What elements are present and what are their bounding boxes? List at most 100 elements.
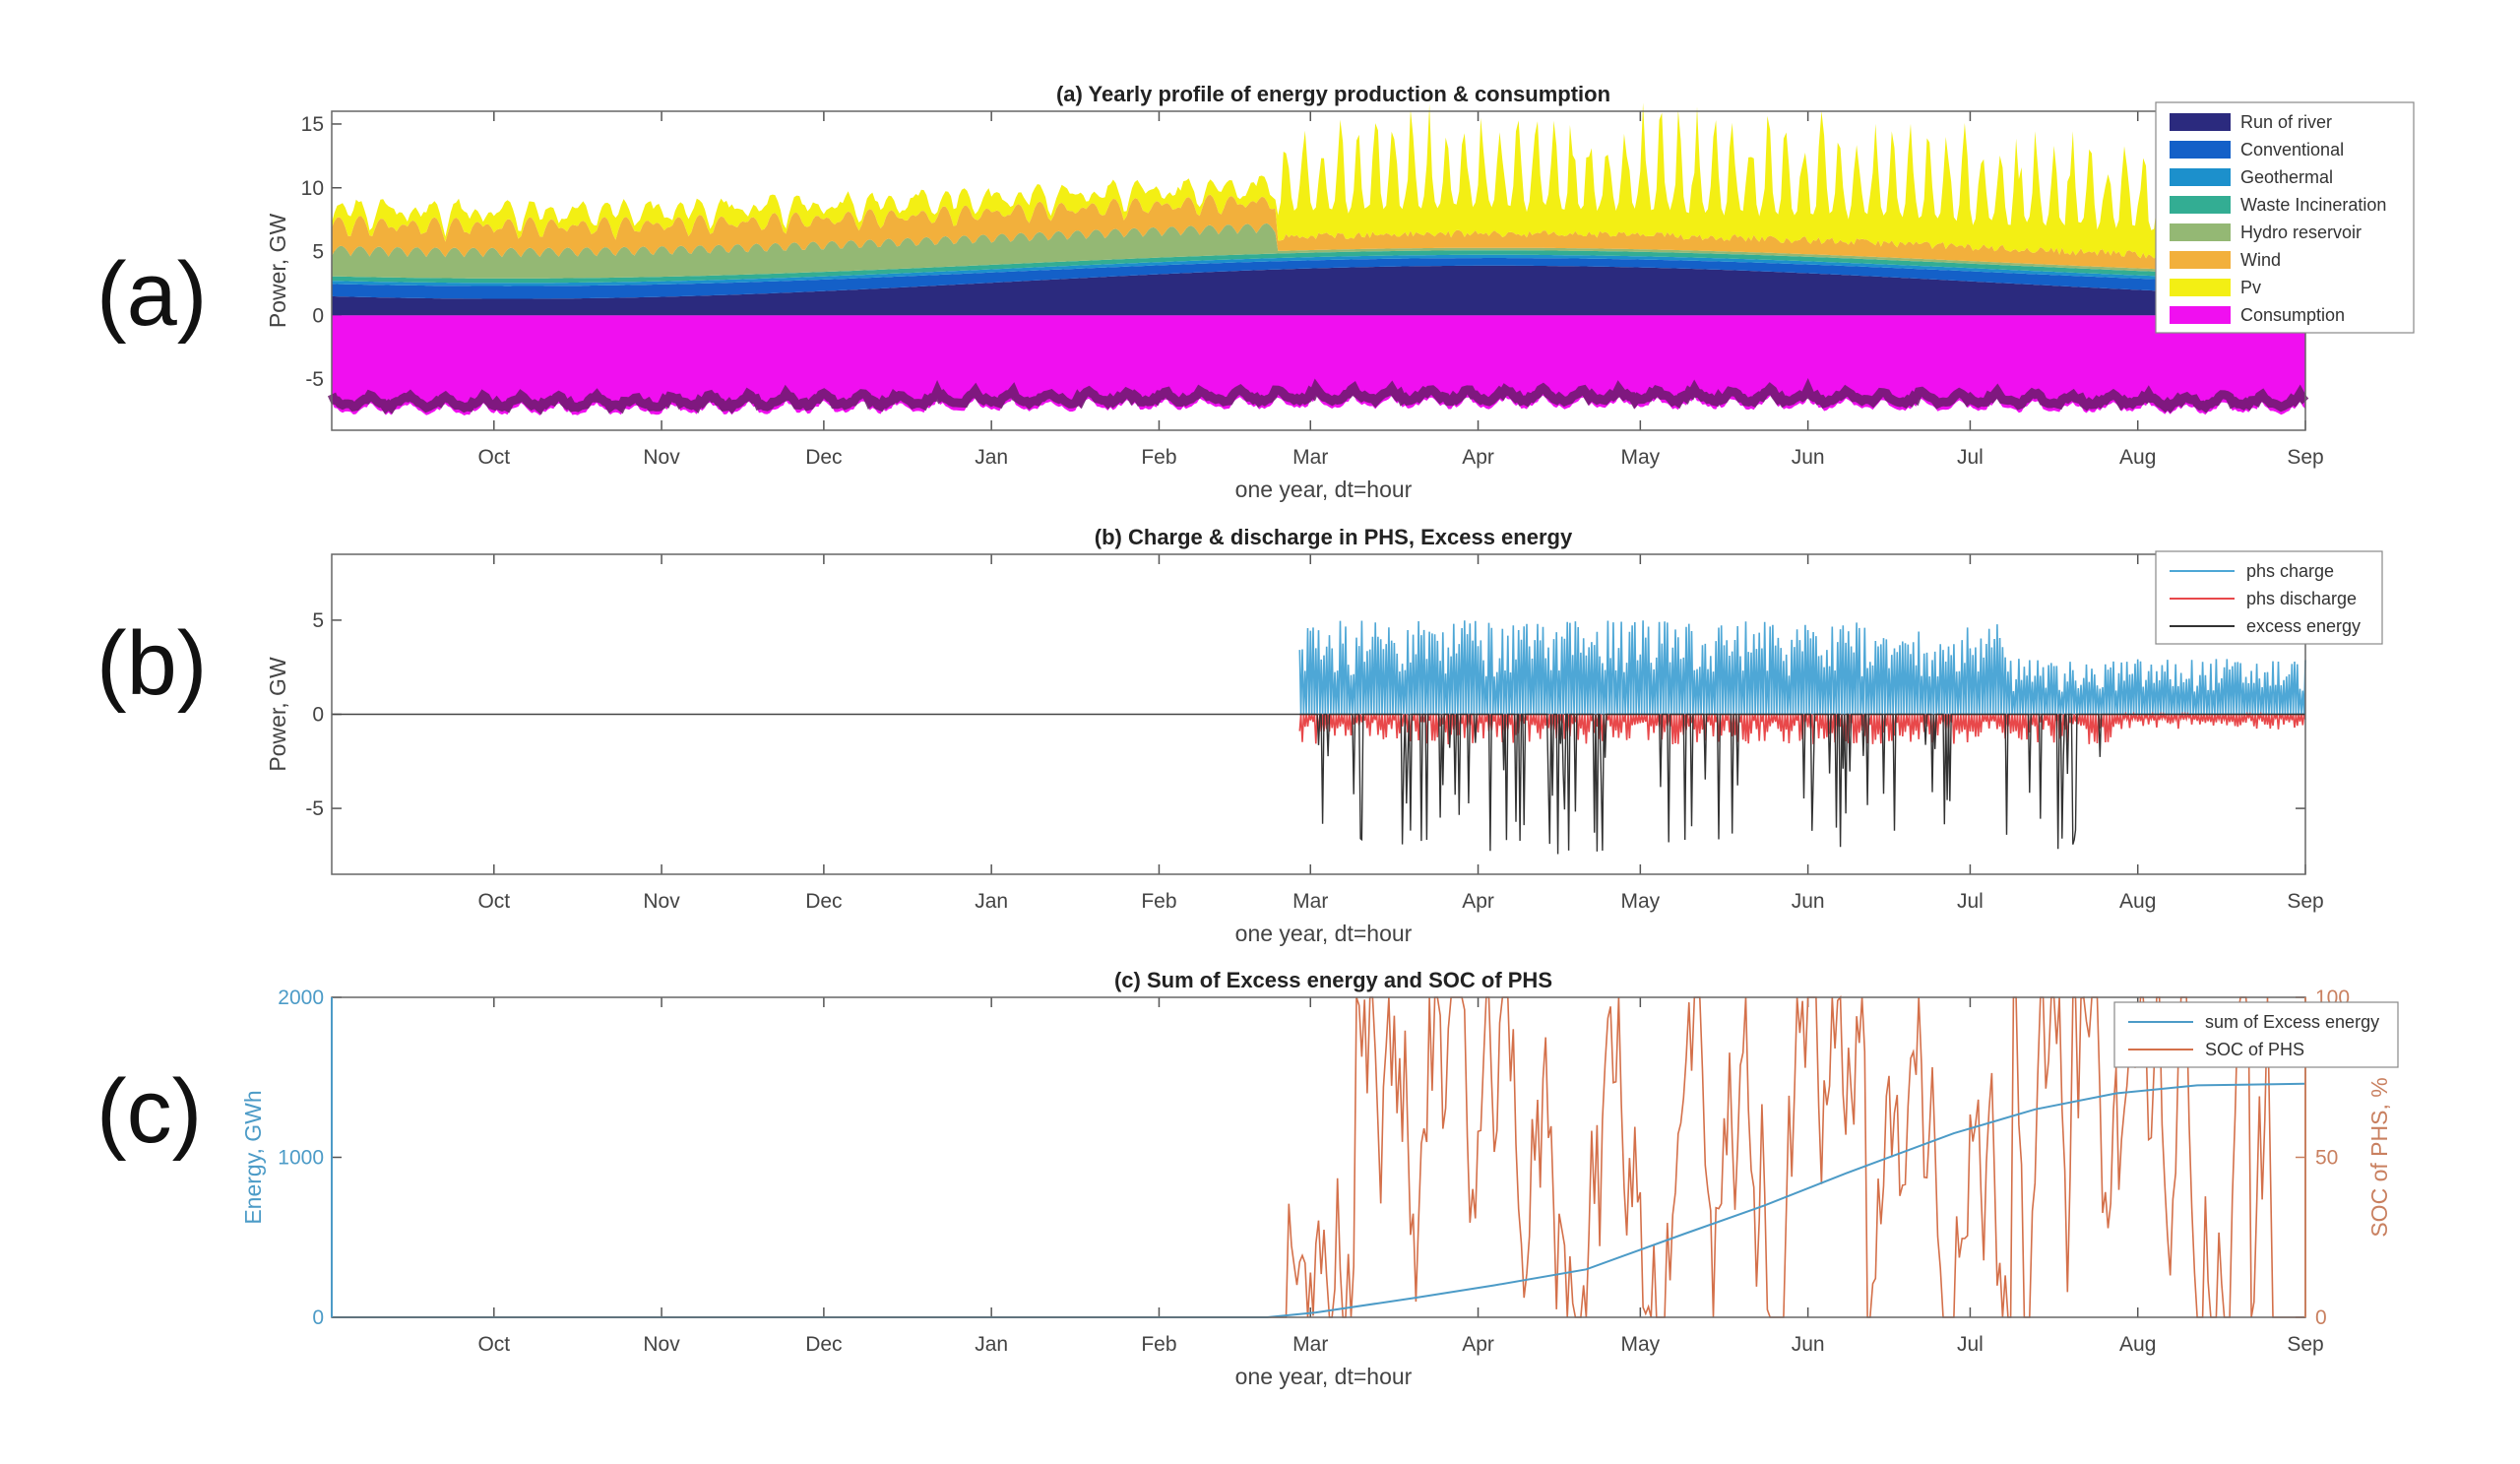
chart-title: (c) Sum of Excess energy and SOC of PHS (1114, 968, 1552, 992)
legend-swatch (2170, 306, 2231, 324)
legend-label: Consumption (2240, 305, 2345, 325)
y-axis-label: Energy, GWh (240, 1090, 266, 1224)
plot-border (331, 553, 2306, 875)
x-tick-label: Jun (1792, 890, 1825, 913)
legend-label: phs charge (2246, 561, 2334, 581)
y-right-tick-label: 50 (2315, 1147, 2338, 1170)
area-run-of-river (332, 265, 2305, 316)
x-tick-label: Oct (477, 890, 510, 913)
x-tick-label: Dec (805, 1333, 842, 1356)
x-tick-label: Dec (805, 446, 842, 469)
x-tick-label: Oct (477, 446, 510, 469)
legend-box (2155, 101, 2415, 334)
x-axis-label: one year, dt=hour (1235, 1364, 1413, 1389)
y-tick-label: 15 (301, 113, 324, 136)
x-tick-label: Feb (1141, 890, 1176, 913)
x-tick-label: Sep (2287, 1333, 2323, 1356)
legend: Run of river Conventional Geothermal Waste … (2155, 101, 2415, 334)
series-excess-energy (1299, 713, 2305, 855)
x-tick-label: Dec (805, 890, 842, 913)
x-tick-label: Sep (2287, 890, 2323, 913)
legend-label: Pv (2240, 278, 2261, 297)
legend-swatch (2170, 196, 2231, 214)
y-tick-label: 0 (312, 704, 324, 727)
plot-area (332, 997, 2305, 1317)
panel-label: (b) (96, 613, 207, 714)
x-tick-label: Aug (2119, 890, 2156, 913)
y-tick-label: 5 (312, 609, 324, 632)
legend-box (2113, 1001, 2399, 1068)
legend-label: Waste Incineration (2240, 195, 2386, 215)
x-tick-label: Feb (1141, 1333, 1176, 1356)
y-tick-label: -5 (305, 368, 324, 391)
y-tick-label: 0 (312, 1306, 324, 1329)
legend-label: phs discharge (2246, 589, 2357, 608)
series-sum-of-excess-energy (332, 1082, 2306, 1318)
x-tick-label: Aug (2119, 1333, 2156, 1356)
series-phs-charge (1298, 620, 2306, 715)
x-tick-label: Apr (1462, 446, 1494, 469)
legend: sum of Excess energy SOC of PHS (2113, 1001, 2399, 1068)
legend-label: Run of river (2240, 112, 2332, 132)
area-series (327, 102, 2309, 416)
x-tick-label: Apr (1462, 1333, 1494, 1356)
x-axis-label: one year, dt=hour (1235, 477, 1413, 502)
y-right-tick-label: 0 (2315, 1306, 2327, 1329)
x-tick-label: May (1620, 1333, 1660, 1356)
x-tick-label: May (1620, 446, 1660, 469)
x-tick-label: Jan (975, 890, 1008, 913)
y-right-axis-label: SOC of PHS, % (2366, 1077, 2392, 1237)
panel-label: (a) (96, 244, 207, 345)
x-tick-label: Mar (1292, 446, 1328, 469)
panel-label: (c) (96, 1061, 202, 1162)
x-tick-label: Jan (975, 1333, 1008, 1356)
line-series (332, 620, 2306, 855)
y-tick-label: 0 (312, 304, 324, 327)
legend-label: SOC of PHS (2205, 1040, 2304, 1059)
consumption-band (327, 378, 2309, 415)
area-conventional (332, 258, 2305, 299)
x-tick-label: Sep (2287, 446, 2323, 469)
plot-c: (c) Sum of Excess energy and SOC of PHS O… (240, 968, 2392, 1389)
legend-swatch (2170, 168, 2231, 186)
x-tick-label: Jul (1957, 1333, 1984, 1356)
legend-swatch (2170, 141, 2231, 159)
y-tick-label: 10 (301, 177, 324, 200)
y-tick-label: -5 (305, 797, 324, 820)
legend-swatch (2170, 251, 2231, 269)
x-tick-label: Jul (1957, 446, 1984, 469)
legend-label: Conventional (2240, 140, 2344, 159)
area-wind (332, 194, 2305, 274)
x-tick-label: Jan (975, 446, 1008, 469)
legend: phs charge phs discharge excess energy (2155, 550, 2383, 645)
area-geothermal (332, 254, 2305, 286)
x-tick-label: Apr (1462, 890, 1494, 913)
y-axis-label: Power, GW (265, 214, 290, 329)
legend-label: Geothermal (2240, 167, 2333, 187)
legend-label: Hydro reservoir (2240, 223, 2362, 242)
chart-title: (a) Yearly profile of energy production … (1056, 82, 1610, 106)
area-waste-incineration (332, 250, 2305, 284)
y-tick-label: 5 (312, 241, 324, 264)
legend-label: sum of Excess energy (2205, 1012, 2379, 1032)
x-tick-label: May (1620, 890, 1660, 913)
area-hydro-reservoir (332, 223, 2305, 279)
area-pv (332, 102, 2305, 263)
x-tick-label: Nov (643, 890, 680, 913)
legend-swatch (2170, 113, 2231, 131)
x-tick-label: Jun (1792, 1333, 1825, 1356)
legend-label: excess energy (2246, 616, 2361, 636)
x-tick-label: Nov (643, 1333, 680, 1356)
x-tick-label: Jun (1792, 446, 1825, 469)
x-tick-label: Nov (643, 446, 680, 469)
legend-swatch (2170, 223, 2231, 241)
y-tick-label: 1000 (278, 1147, 324, 1170)
x-tick-label: Aug (2119, 446, 2156, 469)
x-tick-label: Mar (1292, 890, 1328, 913)
x-tick-label: Mar (1292, 1333, 1328, 1356)
y-tick-label: 2000 (278, 987, 324, 1009)
y-axis-label: Power, GW (265, 657, 290, 772)
x-tick-label: Feb (1141, 446, 1176, 469)
legend-label: Wind (2240, 250, 2281, 270)
